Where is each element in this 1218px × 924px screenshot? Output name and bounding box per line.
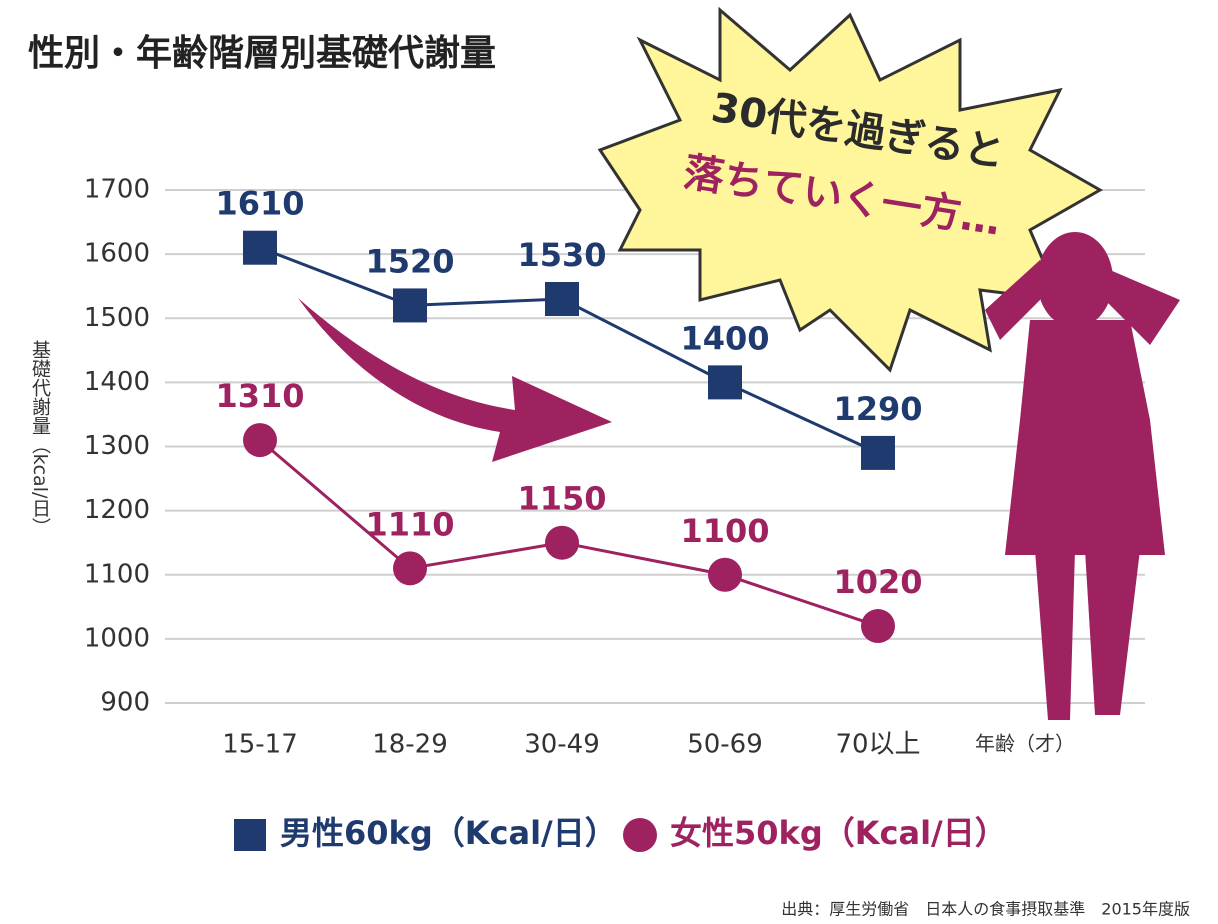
value-label: 1290 xyxy=(833,390,922,428)
x-axis-label: 年齢（才） xyxy=(975,732,1075,756)
marker xyxy=(545,525,579,560)
x-tick-label: 50-69 xyxy=(687,730,763,760)
trend-arrow xyxy=(298,298,612,462)
y-tick-label: 1700 xyxy=(84,175,150,205)
y-tick-label: 1100 xyxy=(84,559,150,589)
value-label: 1020 xyxy=(833,563,922,601)
legend-label: 女性50kg（Kcal/日） xyxy=(670,814,1007,852)
chart-title: 性別・年齢階層別基礎代謝量 xyxy=(28,33,496,74)
x-tick-label: 30-49 xyxy=(524,730,600,760)
value-label: 1530 xyxy=(517,236,606,274)
marker xyxy=(393,551,427,586)
plot-area: 1610 1520 1530 1400 1290 1310 1110 1150 1100 1020 xyxy=(215,185,923,644)
y-tick-label: 1300 xyxy=(84,431,150,461)
marker xyxy=(708,557,742,592)
value-label: 1520 xyxy=(365,242,454,280)
value-label: 1150 xyxy=(517,480,606,518)
value-label: 1100 xyxy=(680,512,769,550)
marker xyxy=(393,288,427,323)
marker xyxy=(545,282,579,317)
marker xyxy=(243,423,277,458)
y-tick-label: 1600 xyxy=(84,239,150,269)
y-tick-label: 1000 xyxy=(84,623,150,653)
marker xyxy=(708,365,742,400)
x-tick-label: 18-29 xyxy=(372,730,448,760)
source-note: 出典：厚生労働省 日本人の食事摂取基準 2015年度版 xyxy=(781,900,1190,919)
legend-label: 男性60kg（Kcal/日） xyxy=(280,814,617,852)
value-label: 1400 xyxy=(680,319,769,357)
x-tick-label: 15-17 xyxy=(222,730,298,760)
marker xyxy=(861,609,895,644)
value-label: 1310 xyxy=(215,377,304,415)
legend: 男性60kg（Kcal/日） 女性50kg（Kcal/日） xyxy=(234,814,1007,852)
value-label: 1110 xyxy=(365,505,454,543)
y-tick-label: 1400 xyxy=(84,367,150,397)
y-tick-label: 1200 xyxy=(84,495,150,525)
y-axis-label: 基礎代謝量（kcal/日） xyxy=(29,339,51,536)
speech-bubble xyxy=(597,6,1104,373)
grid: 900 1000 1100 1200 1300 1400 1500 1600 1700 15-17… xyxy=(84,175,1145,760)
woman-silhouette xyxy=(985,232,1180,720)
marker xyxy=(861,435,895,470)
y-tick-label: 900 xyxy=(100,688,150,718)
y-tick-label: 1500 xyxy=(84,303,150,333)
legend-marker xyxy=(623,818,657,852)
x-tick-label: 70以上 xyxy=(835,730,920,760)
value-label: 1610 xyxy=(215,185,304,223)
marker xyxy=(243,230,277,265)
legend-marker xyxy=(234,819,266,851)
